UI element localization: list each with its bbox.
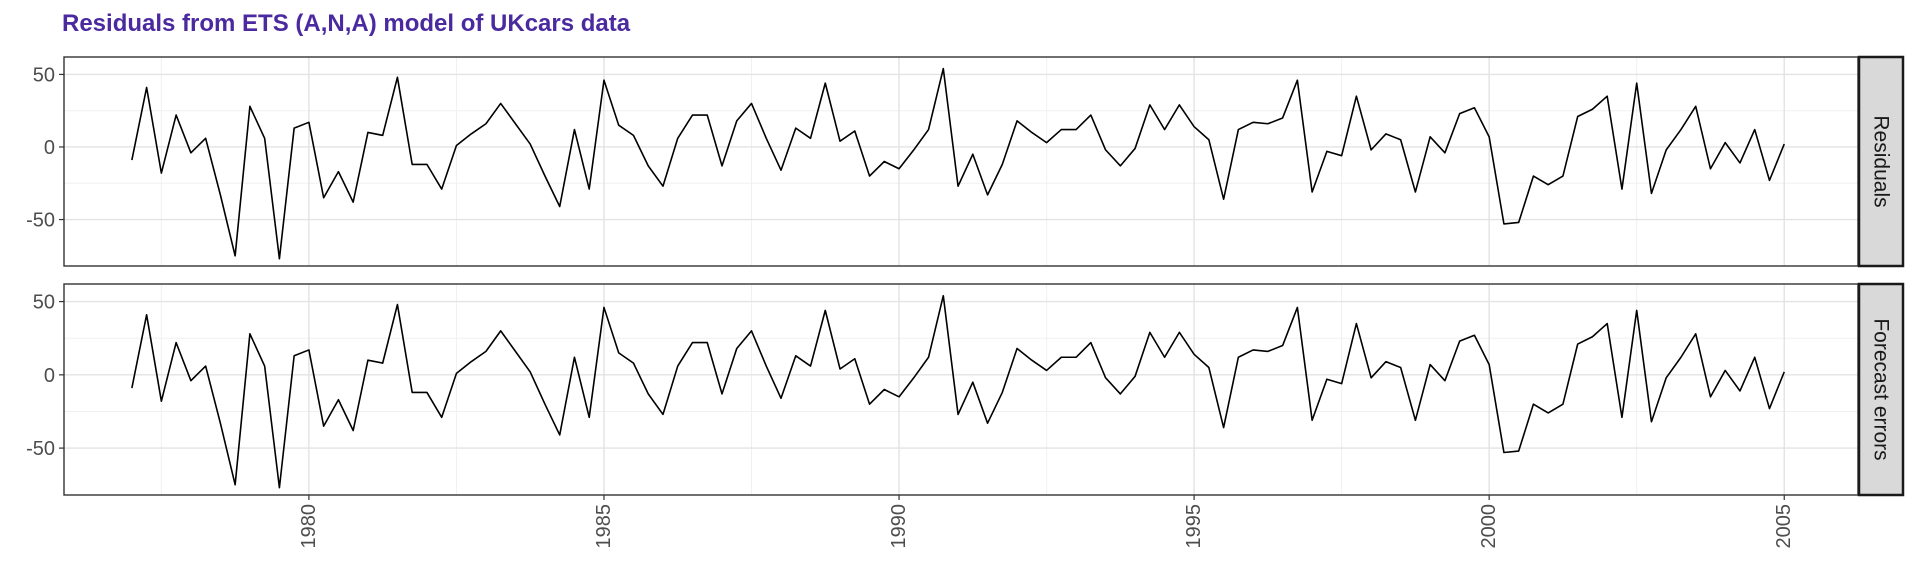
- x-tick-label: 1985: [593, 504, 615, 549]
- facet-strip: [1857, 282, 1905, 497]
- x-tick-label: 1990: [888, 504, 910, 549]
- series-line-forecast-errors: [131, 294, 1785, 489]
- y-tick-label: -50: [26, 210, 55, 232]
- x-tick-label: 1980: [298, 504, 320, 549]
- facet-strip-label: Residuals: [1870, 115, 1893, 207]
- y-tick-label: 50: [33, 64, 55, 86]
- chart-title: Residuals from ETS (A,N,A) model of UKca…: [62, 10, 631, 37]
- facet-strip-label: Forecast errors: [1870, 318, 1893, 460]
- y-tick-label: 50: [33, 292, 55, 314]
- y-tick-label: 0: [44, 137, 55, 159]
- x-tick-label: 2005: [1773, 504, 1795, 549]
- series-line-residuals: [131, 67, 1785, 260]
- facet-strip: [1857, 55, 1905, 268]
- panel-background: [64, 284, 1858, 495]
- x-tick-label: 2000: [1478, 504, 1500, 549]
- y-tick-label: -50: [26, 438, 55, 460]
- panel-background: [64, 57, 1858, 266]
- y-tick-label: 0: [44, 365, 55, 387]
- x-tick-label: 1995: [1183, 504, 1205, 549]
